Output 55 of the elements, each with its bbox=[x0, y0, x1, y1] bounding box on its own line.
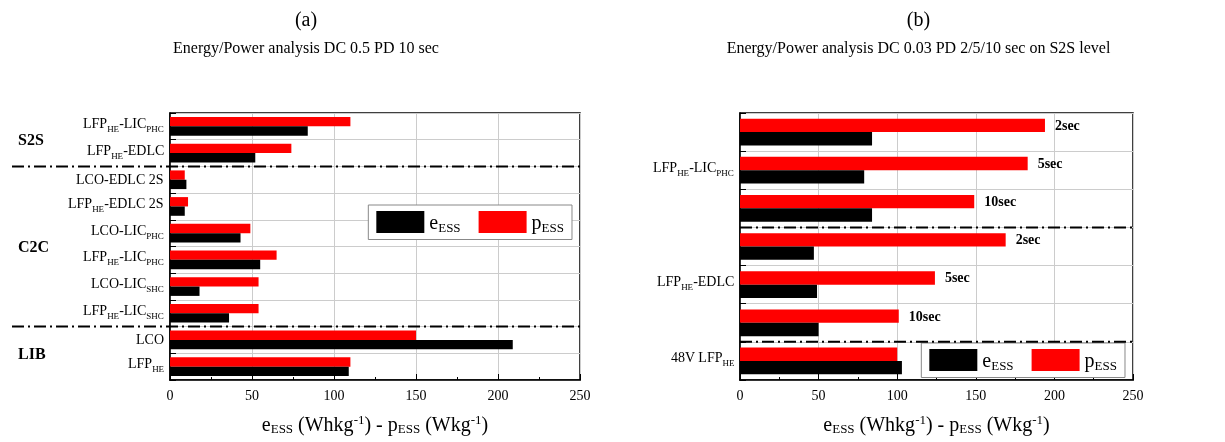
bar bbox=[740, 271, 935, 285]
bar bbox=[740, 156, 1028, 171]
x-tick-label: 250 bbox=[569, 387, 591, 403]
annotation: 10sec bbox=[908, 308, 941, 324]
annotation: 5sec bbox=[1037, 156, 1063, 172]
bar bbox=[170, 117, 351, 127]
chart-subtitle: Energy/Power analysis DC 0.03 PD 2/5/10 sec on S2S level bbox=[726, 38, 1111, 57]
x-tick-label: 0 bbox=[736, 387, 744, 403]
x-tick-label: 50 bbox=[811, 387, 826, 403]
bar bbox=[170, 277, 259, 287]
text: S2S bbox=[18, 131, 44, 149]
bar bbox=[170, 143, 292, 154]
y-tick-label: LCO-LIC$_{SHC}$ bbox=[91, 276, 164, 296]
x-tick-label: 250 bbox=[1122, 387, 1144, 403]
x-tick-label: 150 bbox=[965, 387, 987, 403]
y-tick-label: LCO bbox=[136, 331, 164, 348]
y-tick-label: LFP$_{HE}$-EDLC bbox=[87, 142, 165, 163]
chart-subtitle: Energy/Power analysis DC 0.5 PD 10 sec bbox=[173, 38, 439, 57]
bar bbox=[170, 197, 189, 207]
y-tick-label: LFP$_{HE}$-EDLC 2S bbox=[68, 195, 164, 216]
bar bbox=[170, 223, 251, 234]
y-tick-label: LFP$_{HE}$-EDLC bbox=[657, 274, 735, 294]
y-tick-label: LFP$_{HE}$-LIC$_{PHC}$ bbox=[83, 115, 164, 136]
y-tick-label: LCO-LIC$_{PHC}$ bbox=[91, 222, 164, 243]
bar bbox=[740, 118, 1045, 133]
bar bbox=[170, 357, 351, 367]
bar bbox=[740, 195, 975, 209]
y-tick-label: 48V LFP$_{HE}$ bbox=[671, 350, 735, 371]
bar bbox=[170, 330, 416, 340]
x-tick-label: 150 bbox=[405, 387, 427, 403]
bar bbox=[170, 303, 259, 314]
x-tick-label: 100 bbox=[323, 387, 345, 403]
x-tick-label: 0 bbox=[166, 387, 174, 403]
annotation: 5sec bbox=[944, 270, 970, 286]
y-tick-label: LFP$_{HE}$-LIC$_{PHC}$ bbox=[83, 249, 164, 270]
y-tick-label: LCO-EDLC 2S bbox=[76, 171, 164, 188]
x-tick-label: 50 bbox=[245, 387, 259, 403]
bar bbox=[740, 309, 899, 323]
y-tick-label: LFP$_{HE}$ bbox=[128, 356, 165, 376]
annotation: 2sec bbox=[1015, 232, 1041, 248]
annotation: 2sec bbox=[1054, 117, 1080, 133]
bar bbox=[170, 250, 277, 260]
chart-title: (b) bbox=[906, 8, 931, 31]
text: LIB bbox=[18, 344, 46, 362]
annotation: 10sec bbox=[984, 194, 1017, 210]
x-tick-label: 200 bbox=[1043, 387, 1065, 403]
y-tick-label: LFP$_{HE}$-LIC$_{PHC}$ bbox=[653, 159, 734, 180]
y-tick-label: LFP$_{HE}$-LIC$_{SHC}$ bbox=[83, 302, 164, 323]
x-tick-label: 200 bbox=[487, 387, 509, 403]
x-tick-label: 100 bbox=[886, 387, 908, 403]
bar bbox=[170, 170, 185, 180]
text: C2C bbox=[18, 238, 50, 255]
bar bbox=[740, 233, 1006, 247]
chart-title: (a) bbox=[294, 8, 318, 31]
bar bbox=[740, 347, 898, 361]
